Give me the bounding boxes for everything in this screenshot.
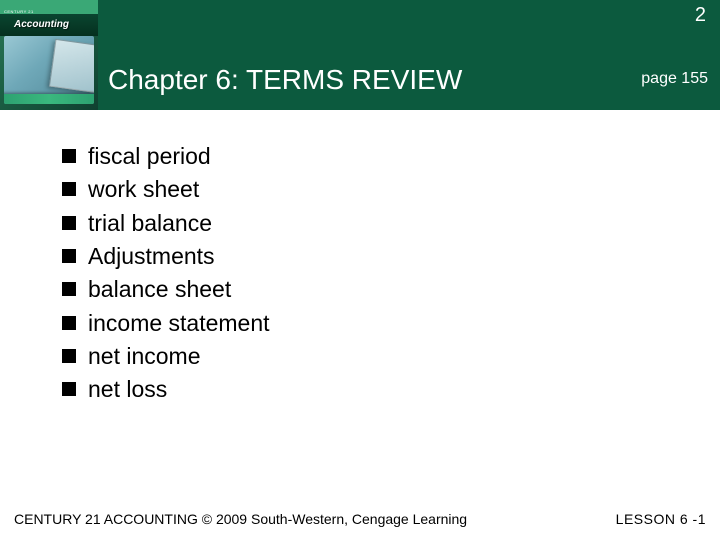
brand-word: Accounting: [0, 14, 98, 36]
brand-illustration: [4, 36, 94, 104]
slide-number: 2: [695, 4, 706, 27]
list-item: net income: [62, 340, 720, 373]
list-item: work sheet: [62, 173, 720, 206]
slide-footer: CENTURY 21 ACCOUNTING © 2009 South-Weste…: [0, 506, 720, 540]
footer-copyright: CENTURY 21 ACCOUNTING © 2009 South-Weste…: [14, 511, 467, 527]
slide-body: fiscal period work sheet trial balance A…: [0, 110, 720, 407]
list-item: trial balance: [62, 207, 720, 240]
slide-title: Chapter 6: TERMS REVIEW: [108, 64, 462, 96]
list-item: fiscal period: [62, 140, 720, 173]
header-content: 2 Chapter 6: TERMS REVIEW page 155: [98, 0, 720, 110]
list-item: net loss: [62, 373, 720, 406]
list-item: income statement: [62, 307, 720, 340]
brand-top-strip: CENTURY 21: [0, 0, 98, 14]
terms-list: fiscal period work sheet trial balance A…: [62, 140, 720, 407]
footer-lesson: LESSON 6 -1: [616, 511, 706, 527]
slide-header: CENTURY 21 Accounting 2 Chapter 6: TERMS…: [0, 0, 720, 110]
brand-logo: CENTURY 21 Accounting: [0, 0, 98, 110]
list-item: balance sheet: [62, 273, 720, 306]
page-reference: page 155: [641, 70, 708, 88]
list-item: Adjustments: [62, 240, 720, 273]
